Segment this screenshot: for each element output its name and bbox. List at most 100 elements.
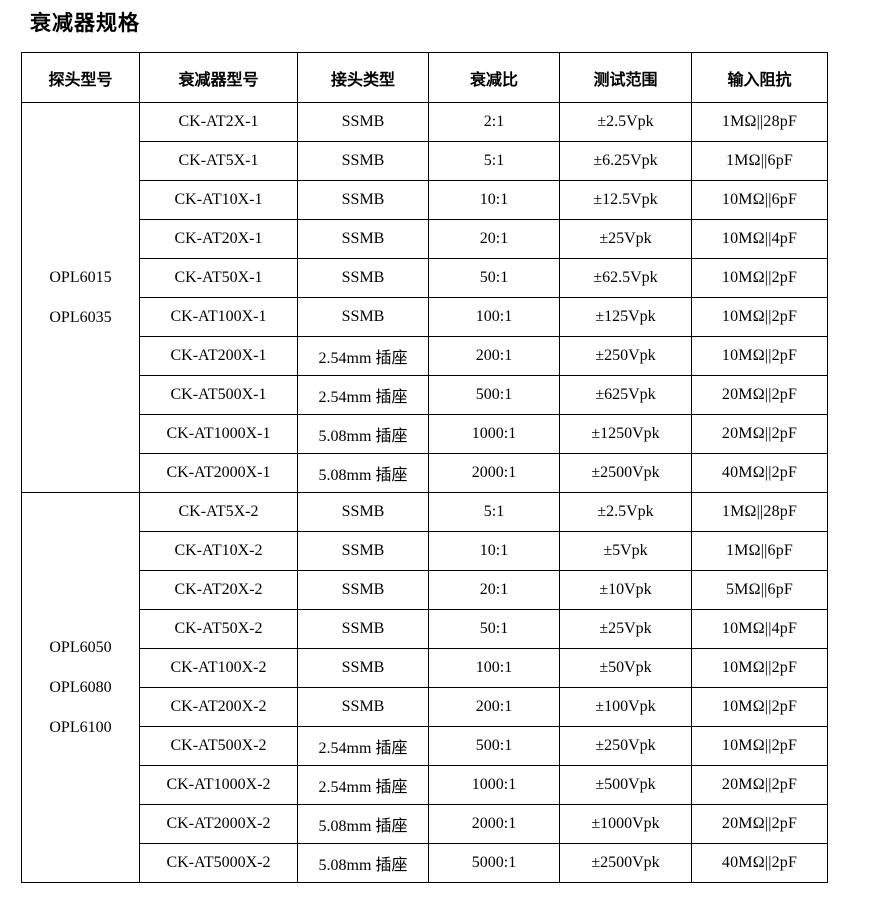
page-title: 衰减器规格 xyxy=(30,12,140,35)
attenuation-ratio-cell: 200:1 xyxy=(428,336,560,376)
test-range-cell: ±12.5Vpk xyxy=(559,180,692,220)
column-header-input-impedance: 输入阻抗 xyxy=(691,52,828,103)
column-header-probe-model: 探头型号 xyxy=(21,52,140,103)
connector-type-cell: SSMB xyxy=(297,180,429,220)
test-range-cell: ±250Vpk xyxy=(559,336,692,376)
test-range-cell: ±250Vpk xyxy=(559,726,692,766)
attenuator-model-cell: CK-AT100X-2 xyxy=(139,648,298,688)
connector-type-cell: 5.08mm 插座 xyxy=(297,414,429,454)
test-range-cell: ±2.5Vpk xyxy=(559,102,692,142)
input-impedance-cell: 10MΩ||2pF xyxy=(691,258,828,298)
table-row: CK-AT2000X-1 5.08mm 插座 2000:1 ±2500Vpk 40MΩ|… xyxy=(22,453,828,493)
connector-type-cell: SSMB xyxy=(297,531,429,571)
attenuation-ratio-cell: 100:1 xyxy=(428,297,560,337)
attenuator-model-cell: CK-AT1000X-2 xyxy=(139,765,298,805)
column-header-attenuation-ratio: 衰减比 xyxy=(428,52,560,103)
attenuation-ratio-cell: 10:1 xyxy=(428,180,560,220)
table-row: CK-AT5X-1 SSMB 5:1 ±6.25Vpk 1MΩ||6pF xyxy=(22,141,828,181)
attenuation-ratio-cell: 500:1 xyxy=(428,375,560,415)
connector-type-cell: SSMB xyxy=(297,609,429,649)
probe-model-cell: OPL6015 OPL6035 xyxy=(21,102,140,493)
table-row: CK-AT500X-1 2.54mm 插座 500:1 ±625Vpk 20MΩ||2p… xyxy=(22,375,828,415)
connector-type-cell: 5.08mm 插座 xyxy=(297,453,429,493)
header-row: 探头型号 衰减器型号 接头类型 衰减比 测试范围 输入阻抗 xyxy=(21,52,828,103)
table-row: CK-AT100X-1 SSMB 100:1 ±125Vpk 10MΩ||2pF xyxy=(22,297,828,337)
test-range-cell: ±500Vpk xyxy=(559,765,692,805)
input-impedance-cell: 10MΩ||6pF xyxy=(691,180,828,220)
attenuation-ratio-cell: 2000:1 xyxy=(428,804,560,844)
connector-type-cell: 2.54mm 插座 xyxy=(297,726,429,766)
input-impedance-cell: 5MΩ||6pF xyxy=(691,570,828,610)
attenuator-model-cell: CK-AT500X-2 xyxy=(139,726,298,766)
attenuation-ratio-cell: 100:1 xyxy=(428,648,560,688)
test-range-cell: ±100Vpk xyxy=(559,687,692,727)
test-range-cell: ±2500Vpk xyxy=(559,453,692,493)
table-row: CK-AT5000X-2 5.08mm 插座 5000:1 ±2500Vpk 40MΩ|… xyxy=(22,843,828,883)
probe-model-cell: OPL6050 OPL6080 OPL6100 xyxy=(21,492,140,883)
input-impedance-cell: 10MΩ||2pF xyxy=(691,687,828,727)
probe-model: OPL6035 xyxy=(49,308,112,326)
connector-type-cell: 2.54mm 插座 xyxy=(297,375,429,415)
input-impedance-cell: 10MΩ||2pF xyxy=(691,336,828,376)
input-impedance-cell: 1MΩ||6pF xyxy=(691,141,828,181)
attenuator-model-cell: CK-AT500X-1 xyxy=(139,375,298,415)
connector-type-cell: 2.54mm 插座 xyxy=(297,336,429,376)
attenuator-model-cell: CK-AT50X-2 xyxy=(139,609,298,649)
test-range-cell: ±62.5Vpk xyxy=(559,258,692,298)
test-range-cell: ±25Vpk xyxy=(559,219,692,259)
input-impedance-cell: 1MΩ||28pF xyxy=(691,492,828,532)
probe-model: OPL6050 xyxy=(49,638,112,656)
table-row: CK-AT100X-2 SSMB 100:1 ±50Vpk 10MΩ||2pF xyxy=(22,648,828,688)
attenuation-ratio-cell: 500:1 xyxy=(428,726,560,766)
attenuator-model-cell: CK-AT20X-2 xyxy=(139,570,298,610)
table-row: CK-AT500X-2 2.54mm 插座 500:1 ±250Vpk 10MΩ||2p… xyxy=(22,726,828,766)
attenuator-model-cell: CK-AT200X-1 xyxy=(139,336,298,376)
input-impedance-cell: 20MΩ||2pF xyxy=(691,375,828,415)
input-impedance-cell: 10MΩ||4pF xyxy=(691,609,828,649)
table-row: CK-AT10X-1 SSMB 10:1 ±12.5Vpk 10MΩ||6pF xyxy=(22,180,828,220)
table-row: CK-AT50X-2 SSMB 50:1 ±25Vpk 10MΩ||4pF xyxy=(22,609,828,649)
test-range-cell: ±50Vpk xyxy=(559,648,692,688)
table-row: CK-AT20X-2 SSMB 20:1 ±10Vpk 5MΩ||6pF xyxy=(22,570,828,610)
test-range-cell: ±1250Vpk xyxy=(559,414,692,454)
attenuator-model-cell: CK-AT100X-1 xyxy=(139,297,298,337)
attenuator-spec-table: 探头型号 衰减器型号 接头类型 衰减比 测试范围 输入阻抗 OPL6015 OPL6035 C… xyxy=(21,52,828,883)
connector-type-cell: 5.08mm 插座 xyxy=(297,843,429,883)
test-range-cell: ±5Vpk xyxy=(559,531,692,571)
input-impedance-cell: 10MΩ||4pF xyxy=(691,219,828,259)
probe-model: OPL6015 xyxy=(49,268,112,286)
attenuation-ratio-cell: 5:1 xyxy=(428,141,560,181)
attenuator-model-cell: CK-AT50X-1 xyxy=(139,258,298,298)
connector-type-cell: 2.54mm 插座 xyxy=(297,765,429,805)
column-header-connector-type: 接头类型 xyxy=(297,52,429,103)
attenuator-model-cell: CK-AT200X-2 xyxy=(139,687,298,727)
input-impedance-cell: 1MΩ||28pF xyxy=(691,102,828,142)
connector-type-cell: SSMB xyxy=(297,648,429,688)
attenuator-model-cell: CK-AT5X-1 xyxy=(139,141,298,181)
connector-type-cell: SSMB xyxy=(297,570,429,610)
attenuator-model-cell: CK-AT10X-1 xyxy=(139,180,298,220)
attenuator-model-cell: CK-AT5X-2 xyxy=(139,492,298,532)
test-range-cell: ±6.25Vpk xyxy=(559,141,692,181)
table-row: CK-AT1000X-2 2.54mm 插座 1000:1 ±500Vpk 20MΩ||… xyxy=(22,765,828,805)
input-impedance-cell: 40MΩ||2pF xyxy=(691,843,828,883)
table-row: CK-AT2000X-2 5.08mm 插座 2000:1 ±1000Vpk 20MΩ|… xyxy=(22,804,828,844)
test-range-cell: ±2.5Vpk xyxy=(559,492,692,532)
attenuation-ratio-cell: 2:1 xyxy=(428,102,560,142)
input-impedance-cell: 10MΩ||2pF xyxy=(691,648,828,688)
input-impedance-cell: 20MΩ||2pF xyxy=(691,765,828,805)
input-impedance-cell: 20MΩ||2pF xyxy=(691,414,828,454)
test-range-cell: ±10Vpk xyxy=(559,570,692,610)
input-impedance-cell: 10MΩ||2pF xyxy=(691,726,828,766)
attenuation-ratio-cell: 5:1 xyxy=(428,492,560,532)
input-impedance-cell: 1MΩ||6pF xyxy=(691,531,828,571)
attenuation-ratio-cell: 5000:1 xyxy=(428,843,560,883)
connector-type-cell: SSMB xyxy=(297,687,429,727)
input-impedance-cell: 40MΩ||2pF xyxy=(691,453,828,493)
attenuation-ratio-cell: 1000:1 xyxy=(428,414,560,454)
input-impedance-cell: 20MΩ||2pF xyxy=(691,804,828,844)
attenuator-model-cell: CK-AT2000X-2 xyxy=(139,804,298,844)
input-impedance-cell: 10MΩ||2pF xyxy=(691,297,828,337)
test-range-cell: ±2500Vpk xyxy=(559,843,692,883)
connector-type-cell: SSMB xyxy=(297,258,429,298)
